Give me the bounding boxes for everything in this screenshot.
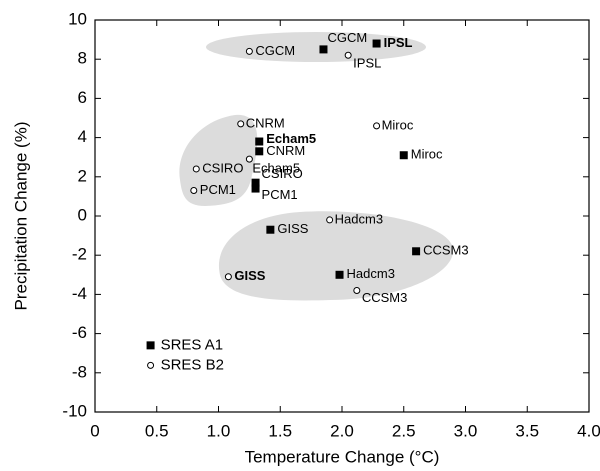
x-tick-label: 0 <box>90 421 99 440</box>
y-tick-label: -2 <box>72 245 87 264</box>
point-label: IPSL <box>353 56 381 71</box>
legend-label: SRES A1 <box>161 336 224 353</box>
y-tick-label: -6 <box>72 323 87 342</box>
x-tick-label: 1.5 <box>268 421 292 440</box>
x-axis-title: Temperature Change (°C) <box>245 447 440 466</box>
point <box>399 151 408 160</box>
point-label: CNRM <box>266 143 305 158</box>
x-tick-label: 2.0 <box>330 421 354 440</box>
x-tick-label: 0.5 <box>145 421 169 440</box>
point-label: PCM1 <box>200 182 236 197</box>
point <box>412 247 421 256</box>
y-tick-label: 4 <box>78 127 87 146</box>
y-tick-label: 2 <box>78 166 87 185</box>
y-tick-label: 10 <box>68 9 87 28</box>
y-tick-label: -8 <box>72 362 87 381</box>
point-label: Miroc <box>382 117 414 132</box>
point <box>372 39 381 48</box>
y-tick-label: 8 <box>78 49 87 68</box>
y-tick-label: -4 <box>72 284 87 303</box>
point-label: CGCM <box>327 30 367 45</box>
x-tick-label: 1.0 <box>207 421 231 440</box>
point <box>319 45 328 54</box>
point <box>344 51 352 59</box>
point <box>251 184 260 193</box>
point <box>192 165 200 173</box>
x-tick-label: 3.0 <box>454 421 478 440</box>
point <box>224 273 232 281</box>
point-label: PCM1 <box>262 187 298 202</box>
point-label: GISS <box>234 268 265 283</box>
clusters <box>179 32 454 301</box>
point-label: CCSM3 <box>362 290 408 305</box>
legend-marker <box>147 361 155 369</box>
point-label: CSIRO <box>202 160 243 175</box>
y-tick-label: 0 <box>78 205 87 224</box>
x-tick-label: 2.5 <box>392 421 416 440</box>
point-label: GISS <box>277 221 308 236</box>
point-label: CGCM <box>255 43 295 58</box>
y-axis-title: Precipitation Change (%) <box>11 122 30 311</box>
point <box>353 286 361 294</box>
cluster <box>218 211 454 301</box>
point <box>326 216 334 224</box>
y-tick-label: 6 <box>78 88 87 107</box>
point <box>245 155 253 163</box>
x-tick-label: 4.0 <box>577 421 600 440</box>
y-tick-label: -10 <box>62 401 87 420</box>
point <box>190 187 198 195</box>
point-label: Hadcm3 <box>335 211 383 226</box>
point-label: Echam5 <box>252 161 300 176</box>
cluster <box>179 114 258 206</box>
cluster <box>206 32 426 62</box>
point <box>335 270 344 279</box>
point-label: Hadcm3 <box>347 266 395 281</box>
point-label: IPSL <box>384 35 413 50</box>
point-label: Miroc <box>411 147 443 162</box>
point <box>266 225 275 234</box>
point <box>255 137 264 146</box>
point <box>237 120 245 128</box>
point <box>373 122 381 130</box>
legend-label: SRES B2 <box>161 356 224 373</box>
point <box>255 147 264 156</box>
point-label: CNRM <box>246 115 285 130</box>
point-label: CCSM3 <box>423 243 469 258</box>
x-tick-label: 3.5 <box>515 421 539 440</box>
point <box>245 47 253 55</box>
legend-marker <box>146 341 155 350</box>
point-label: Echam5 <box>266 131 316 146</box>
point-label: CSIRO <box>262 166 303 181</box>
